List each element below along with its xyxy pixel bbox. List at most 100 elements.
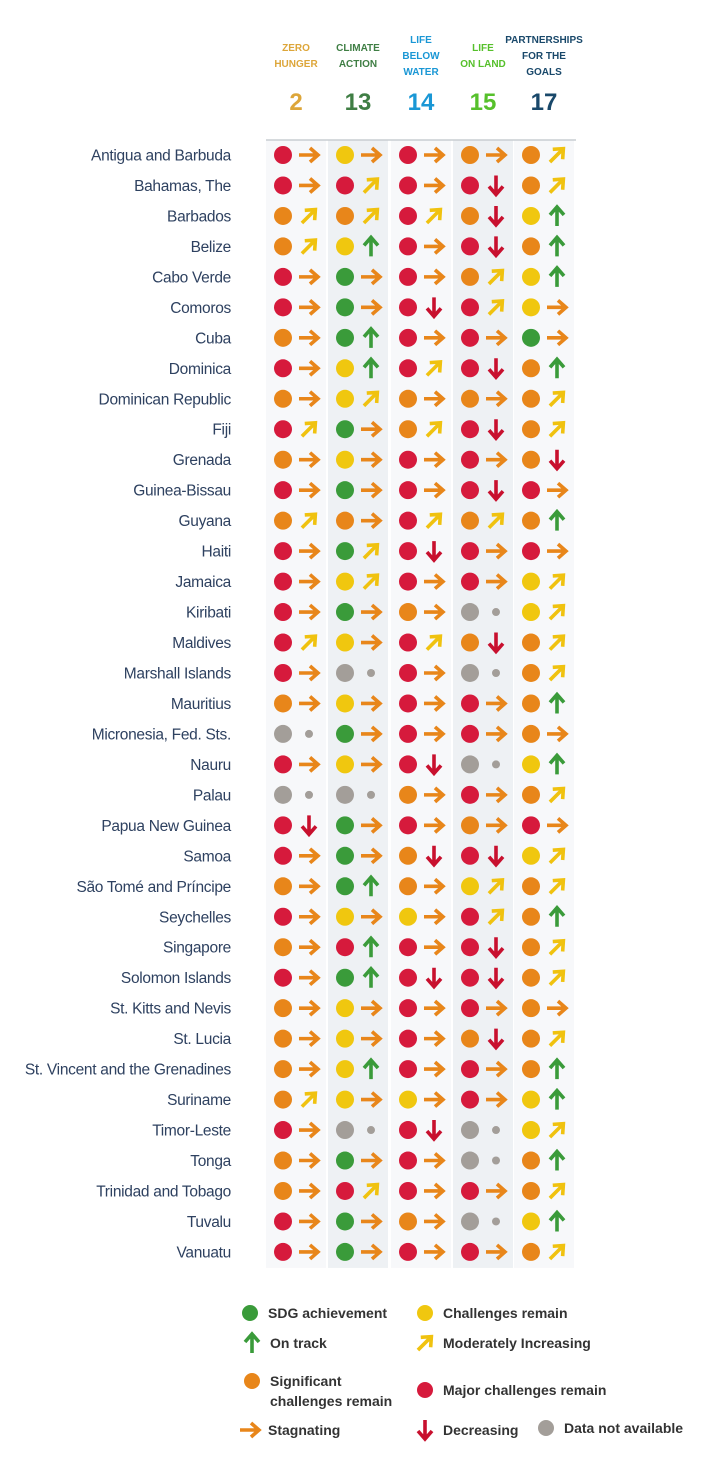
status-dot — [522, 755, 540, 774]
trend-arrow — [300, 512, 318, 529]
trend-arrow — [361, 1091, 383, 1108]
arrow-shape — [362, 965, 380, 988]
status-dot — [274, 907, 292, 926]
column-number: 2 — [289, 89, 302, 116]
arrow-shape — [425, 541, 443, 563]
cell — [399, 481, 446, 500]
status-dot — [399, 298, 417, 317]
cell — [399, 785, 446, 804]
trend-arrow — [424, 1243, 446, 1261]
status-dot — [336, 542, 354, 561]
cell — [461, 907, 505, 926]
cell — [522, 663, 566, 682]
status-dot — [399, 694, 417, 713]
cell — [461, 816, 508, 835]
trend-arrow — [361, 816, 383, 834]
trend-arrow — [299, 938, 321, 956]
arrow-shape — [361, 1243, 383, 1261]
arrow-shape — [424, 603, 446, 621]
arrow-shape — [487, 236, 505, 259]
arrow-shape — [487, 967, 505, 990]
arrow-shape — [424, 816, 446, 834]
trend-arrow — [548, 1148, 566, 1171]
cell — [399, 328, 446, 347]
status-dot — [399, 1212, 417, 1231]
trend-arrow — [547, 999, 569, 1017]
cell — [522, 1242, 566, 1261]
arrow-shape — [548, 1182, 566, 1200]
cell — [274, 328, 321, 347]
cell — [336, 1181, 380, 1200]
status-dot — [336, 176, 354, 195]
cell — [461, 1212, 500, 1231]
status-dot — [274, 694, 292, 713]
cell — [522, 420, 566, 439]
status-dot — [461, 633, 479, 652]
arrow-shape — [299, 847, 321, 865]
trend-arrow — [486, 695, 508, 712]
status-dot — [336, 1060, 354, 1079]
country-name: Cuba — [195, 330, 232, 347]
legend-label: Stagnating — [268, 1422, 340, 1438]
arrow-shape — [361, 603, 383, 621]
trend-arrow — [361, 1243, 383, 1261]
arrow-shape — [361, 756, 383, 773]
status-dot — [336, 511, 354, 530]
legend-label: challenges remain — [270, 1393, 392, 1409]
cell — [522, 481, 569, 500]
trend-arrow — [548, 177, 566, 194]
cell — [461, 542, 508, 561]
arrow-shape — [548, 847, 566, 865]
arrow-shape — [548, 1148, 566, 1171]
trend-arrow — [299, 877, 321, 895]
status-dot — [461, 816, 479, 835]
trend-arrow — [300, 815, 318, 838]
cell — [274, 389, 321, 408]
trend-arrow — [486, 725, 508, 743]
trend-arrow — [416, 1334, 434, 1352]
trend-arrow — [487, 632, 505, 655]
trend-arrow — [299, 329, 321, 347]
status-dot — [522, 694, 540, 713]
status-dot — [461, 542, 479, 561]
trend-arrow — [548, 603, 566, 621]
arrow-shape — [547, 542, 569, 560]
trend-arrow — [362, 356, 380, 379]
status-dot — [274, 603, 292, 622]
trend-arrow — [424, 1030, 446, 1047]
cell — [274, 815, 318, 838]
arrow-shape — [548, 664, 566, 682]
trend-arrow — [362, 542, 380, 560]
cell — [336, 420, 383, 439]
arrow-shape — [299, 451, 321, 469]
country-name: St. Lucia — [173, 1031, 231, 1048]
status-dot — [336, 694, 354, 713]
cell — [336, 206, 380, 225]
cell — [522, 1148, 566, 1171]
country-name: Dominica — [169, 361, 232, 378]
status-dot — [336, 633, 354, 652]
status-dot — [274, 1212, 292, 1231]
trend-arrow — [300, 634, 318, 651]
cell — [461, 146, 508, 164]
status-dot — [522, 877, 540, 896]
cell — [399, 907, 446, 926]
status-dot — [399, 603, 417, 622]
status-dot — [522, 1090, 540, 1109]
status-dot — [522, 724, 540, 743]
status-dot — [522, 907, 540, 926]
trend-arrow — [425, 207, 443, 225]
trend-arrow — [361, 481, 383, 499]
trend-arrow — [424, 481, 446, 499]
trend-arrow — [548, 877, 566, 895]
country-name: St. Kitts and Nevis — [110, 1001, 231, 1018]
cell — [399, 877, 446, 896]
trend-arrow — [486, 542, 508, 560]
trend-arrow — [424, 908, 446, 926]
legend-label: Challenges remain — [443, 1305, 568, 1321]
cell — [336, 298, 383, 317]
cell — [461, 236, 505, 259]
cell — [274, 968, 321, 987]
arrow-shape — [299, 877, 321, 895]
arrow-shape — [362, 935, 380, 958]
